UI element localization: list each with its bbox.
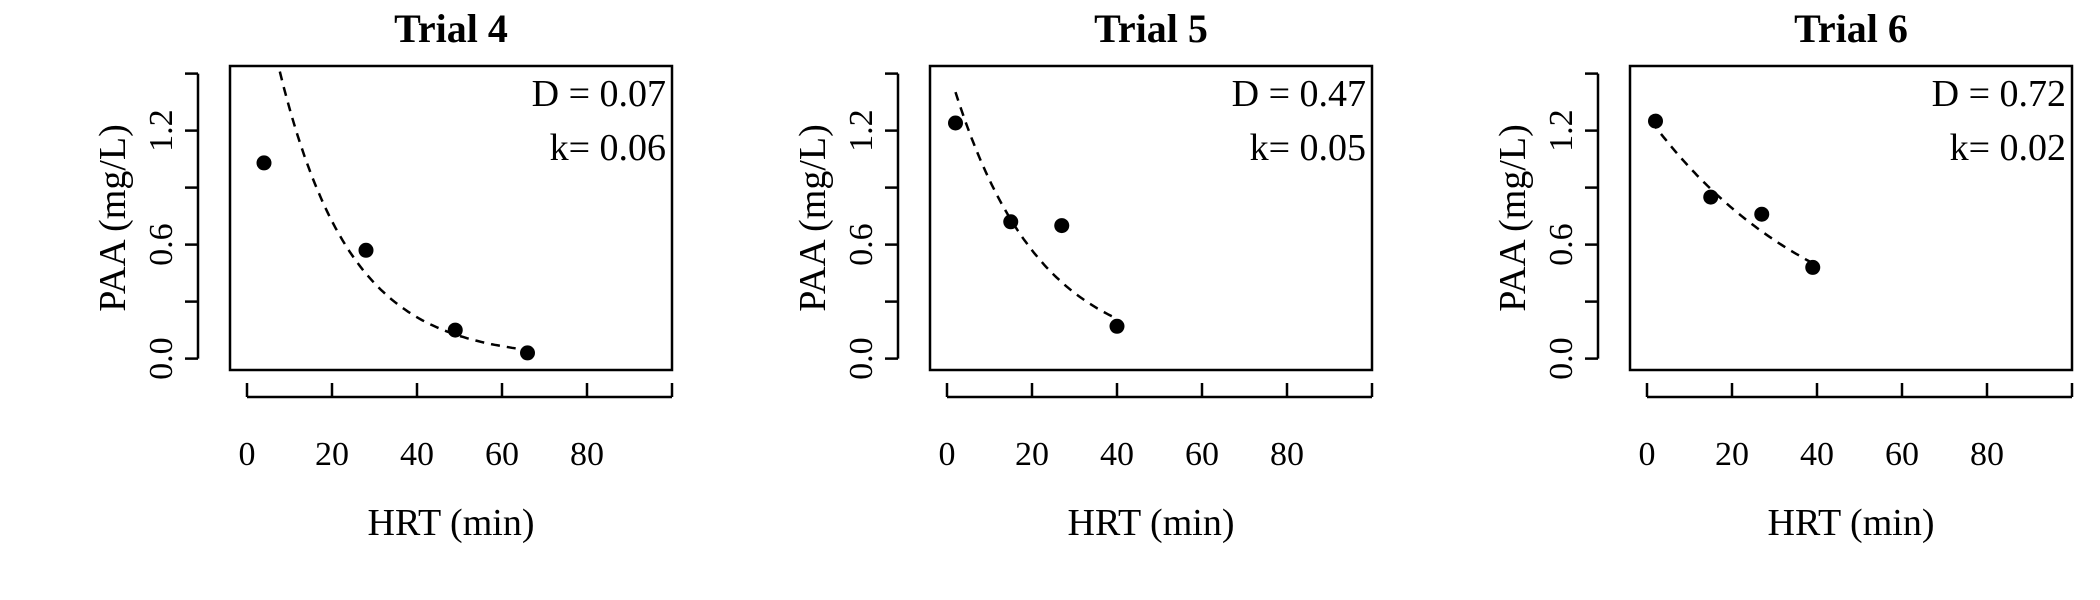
data-point <box>1805 259 1821 275</box>
data-point <box>256 155 272 171</box>
data-point <box>1054 218 1070 234</box>
y-tick-label: 0.0 <box>843 337 880 380</box>
x-tick-label: 40 <box>400 436 434 473</box>
x-tick-label: 40 <box>1800 436 1834 473</box>
data-point <box>447 322 463 338</box>
plot-frame <box>928 64 1374 372</box>
data-point <box>1703 189 1719 205</box>
annotation-d: D = 0.72 <box>1932 73 2066 115</box>
data-point <box>1109 318 1125 334</box>
chart-title: Trial 6 <box>1794 6 1908 51</box>
x-axis-title: HRT (min) <box>1768 502 1935 544</box>
x-tick-label: 80 <box>1970 436 2004 473</box>
fit-curve <box>277 66 537 353</box>
x-tick-label: 20 <box>1715 436 1749 473</box>
annotation-k: k= 0.05 <box>1250 127 1366 169</box>
data-point <box>1648 113 1663 129</box>
chart-title: Trial 5 <box>1094 6 1208 51</box>
x-tick-label: 0 <box>239 436 256 473</box>
x-tick-label: 60 <box>1885 436 1919 473</box>
chart-title: Trial 4 <box>394 6 508 51</box>
y-axis-title: PAA (mg/L) <box>792 124 834 312</box>
data-point <box>1754 206 1770 222</box>
x-tick-label: 80 <box>1270 436 1304 473</box>
y-tick-label: 0.0 <box>1543 337 1580 380</box>
plot-frame <box>1628 64 2074 372</box>
data-point <box>358 242 374 258</box>
data-point <box>948 115 963 131</box>
fit-curve <box>1650 120 1818 267</box>
y-tick-label: 1.2 <box>143 109 180 152</box>
x-tick-label: 60 <box>1185 436 1219 473</box>
plot-frame <box>228 64 674 372</box>
x-tick-label: 40 <box>1100 436 1134 473</box>
x-tick-label: 60 <box>485 436 519 473</box>
data-point <box>1003 214 1019 230</box>
fit-curve <box>954 91 1118 320</box>
y-axis-title: PAA (mg/L) <box>92 124 134 312</box>
y-axis-title: PAA (mg/L) <box>1492 124 1534 312</box>
annotation-d: D = 0.07 <box>532 73 666 115</box>
annotation-d: D = 0.47 <box>1232 73 1366 115</box>
annotation-k: k= 0.06 <box>550 127 666 169</box>
x-axis-title: HRT (min) <box>1068 502 1235 544</box>
x-axis-title: HRT (min) <box>368 502 535 544</box>
data-point <box>520 345 535 361</box>
annotation-k: k= 0.02 <box>1950 127 2066 169</box>
y-tick-label: 1.2 <box>1543 109 1580 152</box>
y-tick-label: 0.6 <box>143 223 180 266</box>
y-tick-label: 0.6 <box>1543 223 1580 266</box>
x-tick-label: 20 <box>1015 436 1049 473</box>
x-tick-label: 0 <box>1639 436 1656 473</box>
x-tick-label: 80 <box>570 436 604 473</box>
x-tick-label: 0 <box>939 436 956 473</box>
y-tick-label: 0.0 <box>143 337 180 380</box>
x-tick-label: 20 <box>315 436 349 473</box>
y-tick-label: 0.6 <box>843 223 880 266</box>
y-tick-label: 1.2 <box>843 109 880 152</box>
